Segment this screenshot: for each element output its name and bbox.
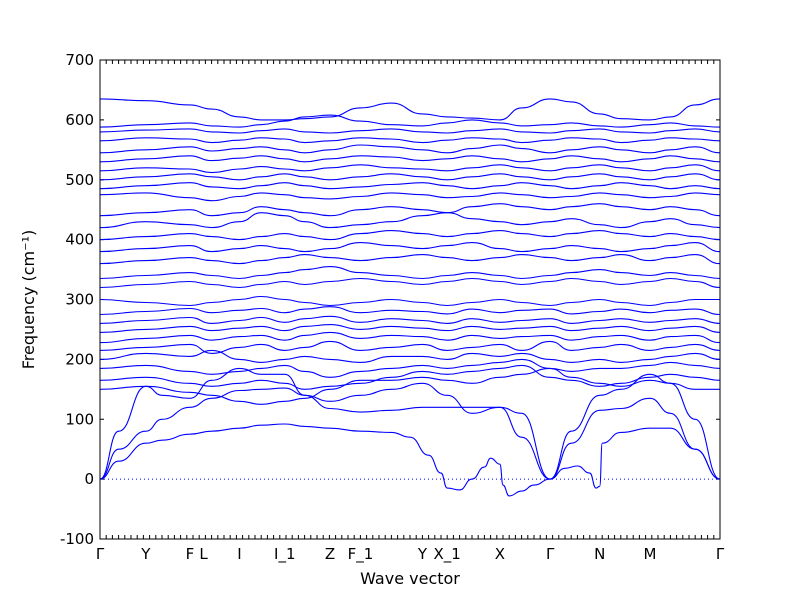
x-tick-label: N — [594, 545, 605, 563]
plot-area — [99, 98, 721, 497]
x-tick-label: Γ — [96, 545, 105, 563]
phonon-bands — [99, 98, 721, 497]
y-axis-label: Frequency (cm⁻¹) — [19, 230, 38, 369]
y-tick-label: 100 — [65, 410, 94, 428]
phonon-band-line — [99, 114, 721, 128]
x-tick-label: Y — [417, 545, 428, 563]
phonon-band-line — [99, 203, 721, 217]
phonon-band-line — [99, 295, 720, 307]
phonon-band-line — [99, 331, 721, 344]
x-tick-label: Γ — [546, 545, 555, 563]
phonon-band-line — [99, 277, 721, 289]
phonon-band-line — [99, 324, 721, 333]
phonon-band-line — [99, 230, 721, 241]
x-tick-label: X_1 — [434, 545, 461, 564]
y-axis-ticks: -100 0 100 200 300 400 500 600 700 — [60, 51, 720, 548]
phonon-band-line — [99, 306, 721, 316]
y-tick-label: 600 — [65, 111, 94, 129]
x-tick-label: L — [199, 545, 208, 563]
x-tick-label: I_1 — [274, 545, 295, 564]
phonon-band-line — [99, 367, 721, 480]
phonon-band-line — [99, 387, 721, 480]
x-tick-label: I — [237, 545, 241, 563]
phonon-band-line — [99, 98, 721, 121]
x-tick-label: Γ — [716, 545, 725, 563]
phonon-band-line — [99, 128, 721, 134]
x-tick-label: Y — [140, 545, 151, 563]
phonon-band-line — [99, 164, 721, 174]
phonon-band-line — [99, 182, 721, 190]
phonon-band-line — [99, 192, 721, 202]
phonon-band-line — [99, 349, 721, 363]
phonon-band-line — [99, 266, 721, 280]
y-tick-label: 700 — [65, 51, 94, 69]
phonon-band-line — [99, 423, 721, 497]
phonon-band-line — [99, 137, 721, 144]
phonon-band-line — [99, 367, 720, 405]
phonon-band-line — [99, 212, 721, 229]
y-tick-label: 400 — [65, 231, 94, 249]
y-tick-label: 300 — [65, 291, 94, 309]
x-tick-label: M — [643, 545, 656, 563]
x-tick-label: F — [186, 545, 195, 563]
phonon-band-line — [99, 358, 721, 378]
phonon-band-line — [99, 340, 721, 354]
phonon-band-line — [99, 173, 721, 181]
y-tick-label: 0 — [84, 470, 94, 488]
y-tick-label: 200 — [65, 350, 94, 368]
phonon-band-line — [99, 315, 721, 324]
phonon-band-line — [99, 144, 721, 154]
y-tick-label: -100 — [60, 530, 94, 548]
x-tick-label: Z — [325, 545, 335, 563]
phonon-band-line — [99, 254, 721, 265]
x-axis-ticks: Γ Y F L I I_1 Z F_1 Y X_1 X Γ N M Γ — [96, 60, 725, 564]
plot-frame — [99, 59, 721, 540]
x-axis-label: Wave vector — [360, 569, 460, 588]
x-tick-label: F_1 — [348, 545, 374, 564]
phonon-band-line — [99, 364, 721, 390]
y-tick-label: 500 — [65, 171, 94, 189]
phonon-band-line — [99, 155, 721, 163]
x-tick-label: X — [495, 545, 505, 563]
phonon-band-line — [99, 242, 721, 253]
